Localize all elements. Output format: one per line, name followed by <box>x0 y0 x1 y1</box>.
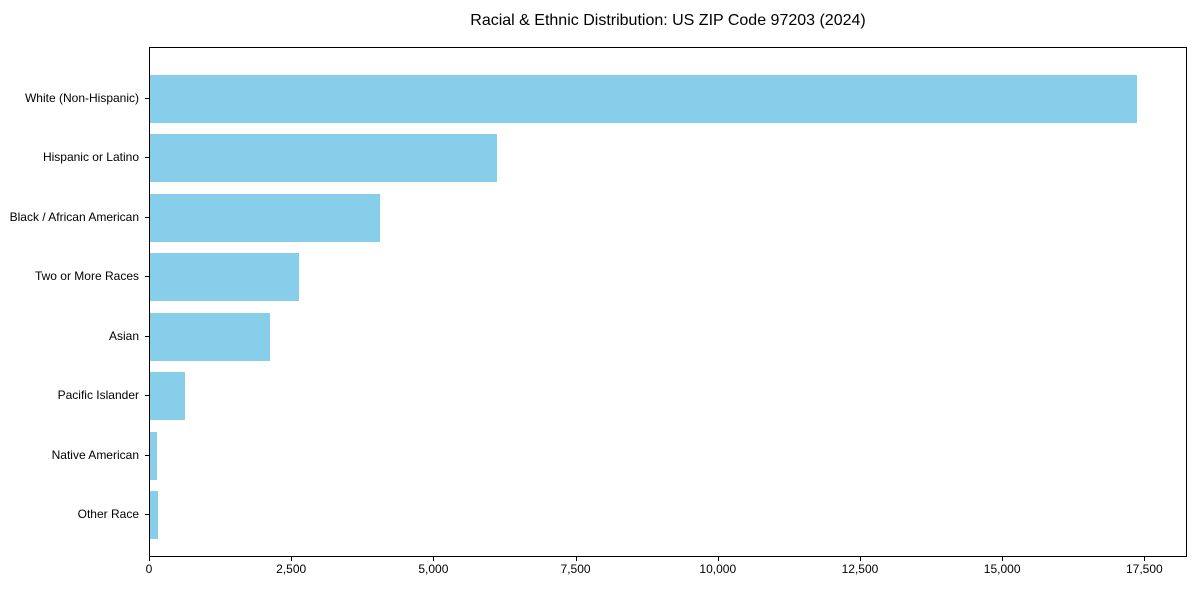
x-tick-label: 5,000 <box>418 562 449 576</box>
bar <box>150 491 158 540</box>
category-label: Asian <box>108 328 139 343</box>
x-tick-label: 7,500 <box>560 562 591 576</box>
x-tick-mark <box>717 557 719 561</box>
bar <box>150 312 270 361</box>
category-label: Native American <box>51 447 139 462</box>
x-tick-mark <box>433 557 435 561</box>
x-tick-mark <box>1002 557 1004 561</box>
y-tick-mark <box>145 395 149 397</box>
x-tick-mark <box>575 557 577 561</box>
y-tick-mark <box>145 97 149 99</box>
x-tick-mark <box>149 557 150 561</box>
y-tick-mark <box>145 454 149 456</box>
x-tick-label: 12,500 <box>841 562 879 576</box>
plot-area <box>149 47 1187 557</box>
x-tick-mark <box>291 557 293 561</box>
category-label: Pacific Islander <box>57 388 139 403</box>
bar <box>150 74 1137 123</box>
y-tick-mark <box>145 514 149 516</box>
x-tick-label: 10,000 <box>699 562 737 576</box>
x-tick-label: 15,000 <box>983 562 1021 576</box>
bar <box>150 253 299 302</box>
y-tick-mark <box>145 216 149 218</box>
category-label: Two or More Races <box>34 269 139 284</box>
y-tick-mark <box>145 276 149 278</box>
y-tick-mark <box>145 157 149 159</box>
bar <box>150 431 157 480</box>
category-label: Hispanic or Latino <box>42 150 139 165</box>
y-tick-mark <box>145 335 149 337</box>
bar <box>150 193 380 242</box>
chart-title: Racial & Ethnic Distribution: US ZIP Cod… <box>470 12 866 29</box>
x-tick-label: 17,500 <box>1125 562 1163 576</box>
bar <box>150 134 497 183</box>
category-label: Black / African American <box>9 209 139 224</box>
x-tick-label: 2,500 <box>276 562 307 576</box>
x-tick-mark <box>1144 557 1146 561</box>
x-tick-label: 0 <box>145 562 153 576</box>
x-tick-mark <box>859 557 861 561</box>
category-label: White (Non-Hispanic) <box>24 90 139 105</box>
bar <box>150 372 186 421</box>
category-label: Other Race <box>77 507 139 522</box>
